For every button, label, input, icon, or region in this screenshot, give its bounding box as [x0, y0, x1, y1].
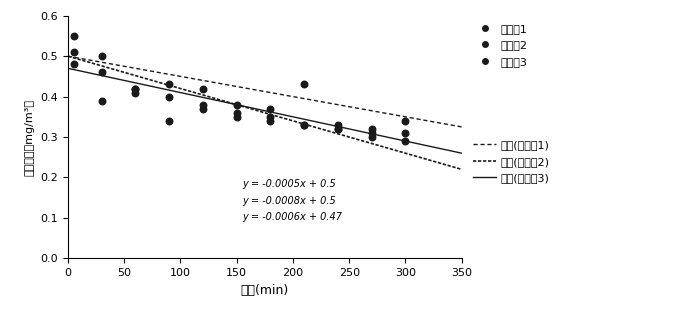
Point — [232, 102, 242, 107]
Point — [96, 54, 107, 59]
Point — [400, 130, 411, 135]
Point — [198, 106, 208, 111]
Point — [130, 86, 141, 91]
Text: y = -0.0005x + 0.5: y = -0.0005x + 0.5 — [242, 180, 336, 189]
Point — [232, 110, 242, 115]
Point — [366, 135, 377, 140]
Point — [333, 126, 344, 131]
Point — [96, 70, 107, 75]
Point — [68, 49, 79, 55]
Point — [198, 86, 208, 91]
Text: y = -0.0008x + 0.5: y = -0.0008x + 0.5 — [242, 196, 336, 206]
Point — [68, 62, 79, 67]
Point — [299, 122, 310, 127]
Point — [164, 118, 175, 123]
Text: y = -0.0006x + 0.47: y = -0.0006x + 0.47 — [242, 212, 342, 222]
Point — [68, 33, 79, 38]
Point — [96, 98, 107, 103]
Point — [164, 94, 175, 99]
Point — [265, 106, 276, 111]
Legend: 线性(实施例1), 线性(实施例2), 线性(实施例3): 线性(实施例1), 线性(实施例2), 线性(实施例3) — [471, 138, 551, 186]
Point — [400, 118, 411, 123]
Point — [366, 130, 377, 135]
Point — [333, 122, 344, 127]
Point — [366, 126, 377, 131]
Point — [299, 122, 310, 127]
Point — [130, 86, 141, 91]
Point — [400, 139, 411, 144]
Point — [299, 82, 310, 87]
Point — [164, 82, 175, 87]
Point — [232, 114, 242, 119]
Point — [265, 118, 276, 123]
Point — [265, 114, 276, 119]
Point — [130, 90, 141, 95]
Y-axis label: 甲醉浓度（mg/m³）: 甲醉浓度（mg/m³） — [25, 99, 35, 175]
Point — [198, 102, 208, 107]
Point — [333, 126, 344, 131]
X-axis label: 时间(min): 时间(min) — [240, 284, 289, 297]
